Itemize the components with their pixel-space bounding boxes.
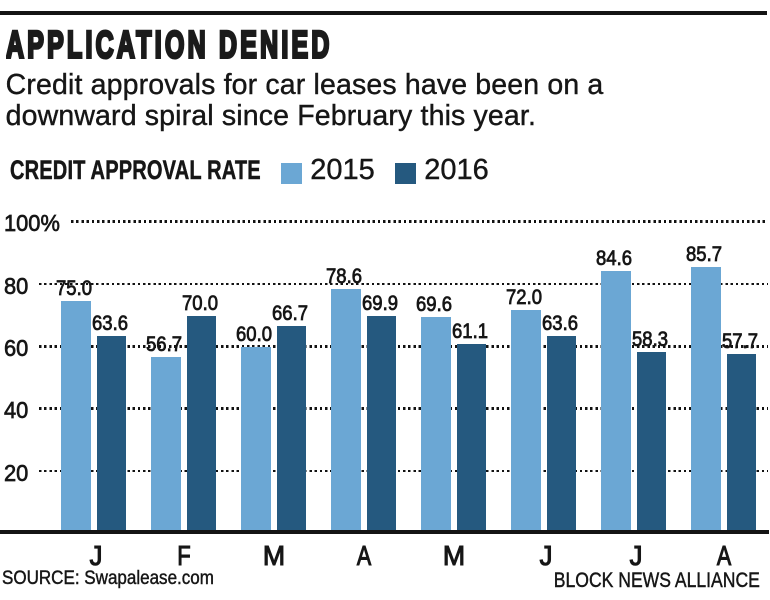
svg-text:APPLICATION DENIED: APPLICATION DENIED <box>6 26 333 66</box>
